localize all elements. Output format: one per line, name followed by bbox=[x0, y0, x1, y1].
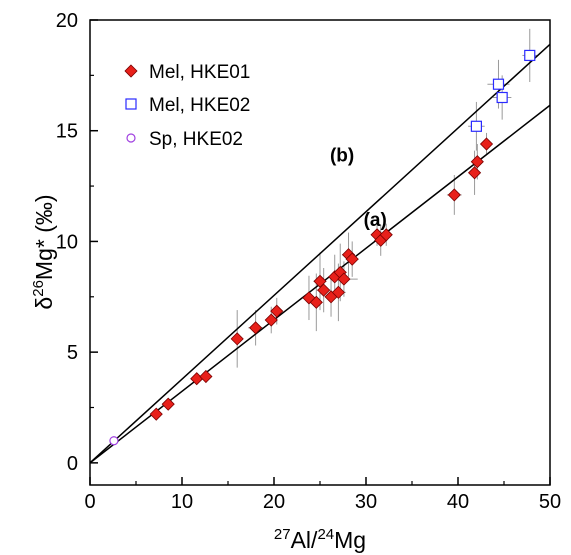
legend-label-sp-hke02: Sp, HKE02 bbox=[149, 129, 243, 150]
data-point-mel-hke02 bbox=[524, 49, 536, 62]
y-axis-title: δ26Mg* (‰) bbox=[30, 194, 57, 309]
data-point-mel-hke01 bbox=[270, 304, 284, 318]
x-tick-label: 50 bbox=[539, 491, 561, 513]
data-point-mel-hke01 bbox=[199, 369, 213, 384]
line-label-a: (a) bbox=[364, 210, 387, 231]
y-axis-title-superscript-26: 26 bbox=[30, 280, 47, 297]
data-point-mel-hke02 bbox=[492, 78, 505, 90]
data-point-mel-hke01 bbox=[317, 283, 331, 297]
data-point-mel-hke02 bbox=[496, 91, 508, 104]
legend-square-marker bbox=[125, 98, 137, 110]
legend: Mel, HKE01 Mel, HKE02 Sp, HKE02 bbox=[124, 62, 250, 150]
errorbar-layer bbox=[112, 28, 538, 446]
data-point-mel-hke01 bbox=[230, 332, 244, 346]
y-axis: 0 5 10 15 20 bbox=[56, 10, 98, 475]
x-axis-title-superscript-27: 27 bbox=[274, 526, 291, 543]
x-tick-label: 0 bbox=[84, 491, 95, 513]
data-point-mel-hke01 bbox=[379, 228, 393, 242]
data-point-mel-hke01 bbox=[447, 188, 461, 202]
data-point-mel-hke01 bbox=[249, 321, 263, 335]
data-point-mel-hke01 bbox=[149, 407, 163, 421]
y-tick-label: 0 bbox=[67, 453, 78, 475]
x-tick-label: 30 bbox=[355, 491, 377, 513]
line-labels: (a) (b) bbox=[330, 146, 387, 231]
legend-item-mel-hke02: Mel, HKE02 bbox=[125, 95, 250, 116]
y-tick-label: 5 bbox=[67, 342, 78, 364]
marker-layer bbox=[109, 49, 536, 446]
y-axis-title-mg-permil: Mg* (‰) bbox=[31, 194, 57, 280]
x-axis-title-mg: Mg bbox=[334, 527, 366, 553]
legend-label-mel-hke01: Mel, HKE01 bbox=[149, 62, 250, 83]
y-tick-label: 10 bbox=[56, 231, 78, 253]
x-axis-title-al: Al/ bbox=[291, 527, 318, 553]
data-point-mel-hke01 bbox=[337, 272, 351, 286]
legend-item-sp-hke02: Sp, HKE02 bbox=[126, 129, 243, 150]
data-point-mel-hke01 bbox=[345, 252, 359, 266]
x-axis-title-superscript-24: 24 bbox=[317, 526, 334, 543]
data-point-mel-hke01 bbox=[470, 155, 484, 169]
x-tick-label: 20 bbox=[263, 491, 285, 513]
y-tick-label: 15 bbox=[56, 121, 78, 143]
data-point-mel-hke01 bbox=[264, 313, 278, 327]
x-axis-title: 27Al/24Mg bbox=[274, 526, 366, 553]
legend-diamond-marker bbox=[124, 64, 138, 78]
line-label-b: (b) bbox=[330, 146, 354, 167]
plot-area bbox=[89, 19, 551, 486]
data-point-mel-hke01 bbox=[331, 285, 345, 299]
data-point-mel-hke01 bbox=[479, 137, 494, 151]
y-axis-title-delta: δ bbox=[31, 297, 57, 310]
x-tick-label: 10 bbox=[171, 491, 193, 513]
data-point-mel-hke01 bbox=[309, 295, 323, 309]
data-point-mel-hke02 bbox=[470, 120, 482, 132]
data-point-sp-hke02 bbox=[109, 436, 119, 446]
y-tick-label: 20 bbox=[56, 10, 78, 32]
fit-line-b bbox=[89, 43, 551, 464]
legend-circle-marker bbox=[126, 133, 136, 143]
data-point-mel-hke01 bbox=[467, 166, 482, 180]
legend-item-mel-hke01: Mel, HKE01 bbox=[124, 62, 250, 83]
x-axis: 0 10 20 30 40 50 bbox=[84, 477, 561, 513]
data-point-mel-hke01 bbox=[161, 397, 175, 411]
legend-label-mel-hke02: Mel, HKE02 bbox=[149, 95, 250, 116]
x-tick-label: 40 bbox=[447, 491, 469, 513]
